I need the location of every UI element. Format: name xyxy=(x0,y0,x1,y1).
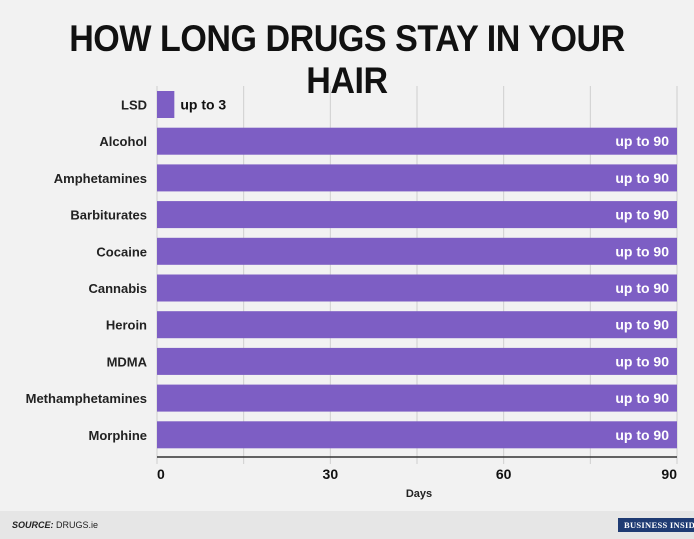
bar xyxy=(157,384,677,412)
x-axis-title: Days xyxy=(406,488,432,500)
bar-data-label: up to 90 xyxy=(615,353,669,369)
bar-data-label: up to 90 xyxy=(615,243,669,259)
bars: up to 3 up to 90 up to 90 up to 90 up to 90 u… xyxy=(157,91,677,449)
bar-data-label: up to 90 xyxy=(615,170,669,186)
bar-chart: up to 3 up to 90 up to 90 up to 90 up to 90 u… xyxy=(26,86,678,500)
x-axis: 0 30 60 90 xyxy=(157,456,677,482)
category-label: Cannabis xyxy=(88,281,147,296)
bar xyxy=(157,127,677,155)
bar-data-label: up to 90 xyxy=(615,317,669,333)
source-value: DRUGS.ie xyxy=(53,520,99,530)
bar xyxy=(157,164,677,192)
bar-data-label: up to 90 xyxy=(615,280,669,296)
category-label: LSD xyxy=(121,98,147,113)
bar-data-label: up to 90 xyxy=(615,390,669,406)
bar xyxy=(157,201,677,229)
category-label: MDMA xyxy=(107,354,148,369)
x-tick-label: 60 xyxy=(496,466,512,482)
x-tick-label: 0 xyxy=(157,466,165,482)
category-labels: LSD Alcohol Amphetamines Barbiturates Cocain… xyxy=(26,98,148,443)
x-tick-label: 90 xyxy=(661,466,677,482)
bar-data-label: up to 90 xyxy=(615,207,669,223)
category-label: Barbiturates xyxy=(70,208,147,223)
source-label: SOURCE: xyxy=(12,520,54,530)
publisher-logo: BUSINESS INSIDER xyxy=(618,518,694,532)
category-label: Heroin xyxy=(106,318,147,333)
bar xyxy=(157,274,677,302)
category-label: Amphetamines xyxy=(54,171,147,186)
bar-data-label: up to 90 xyxy=(615,133,669,149)
bar-data-label: up to 90 xyxy=(615,427,669,443)
bar xyxy=(157,421,677,449)
category-label: Morphine xyxy=(89,428,148,443)
bar xyxy=(157,91,175,118)
category-label: Cocaine xyxy=(96,244,147,259)
bar xyxy=(157,311,677,339)
bar xyxy=(157,237,677,265)
bar xyxy=(157,347,677,375)
footer: SOURCE: DRUGS.ie BUSINESS INSIDER xyxy=(0,511,694,539)
chart-title: HOW LONG DRUGS STAY IN YOUR HAIR xyxy=(69,18,625,101)
source-credit: SOURCE: DRUGS.ie xyxy=(12,520,98,530)
category-label: Methamphetamines xyxy=(26,391,147,406)
bar-data-label: up to 3 xyxy=(180,97,226,113)
x-tick-label: 30 xyxy=(323,466,339,482)
category-label: Alcohol xyxy=(99,134,147,149)
